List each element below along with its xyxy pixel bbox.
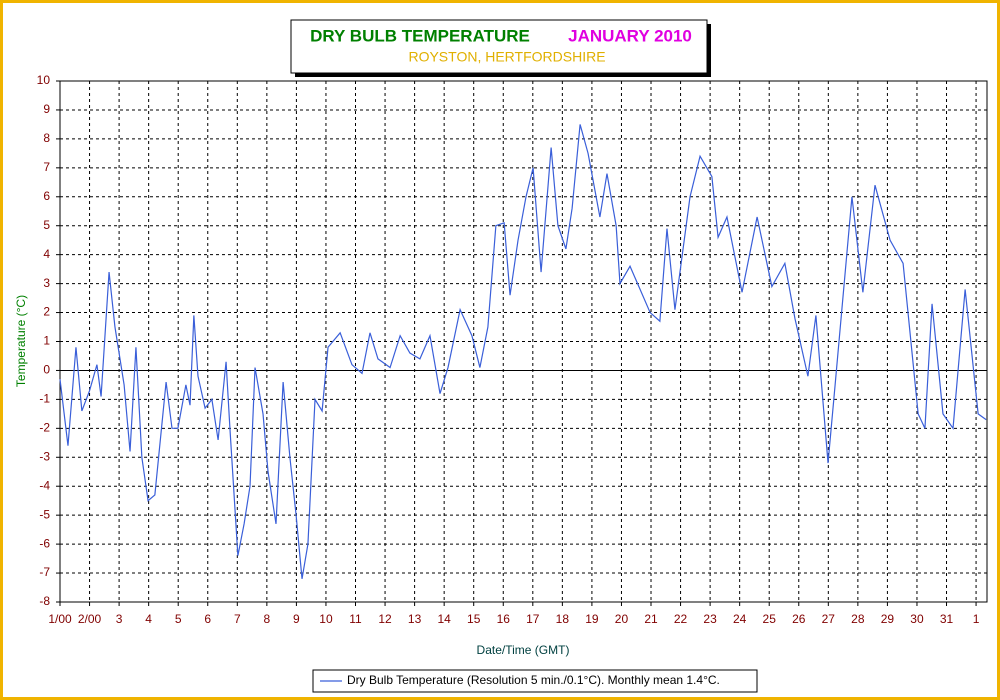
x-tick-label: 27 bbox=[822, 612, 836, 626]
y-axis-title: Temperature (°C) bbox=[14, 295, 28, 387]
x-tick-label: 18 bbox=[556, 612, 570, 626]
x-tick-label: 8 bbox=[264, 612, 271, 626]
x-tick-label: 26 bbox=[792, 612, 806, 626]
y-tick-label: -3 bbox=[39, 449, 50, 463]
x-tick-label: 5 bbox=[175, 612, 182, 626]
x-tick-label: 28 bbox=[851, 612, 865, 626]
chart-subtitle: ROYSTON, HERTFORDSHIRE bbox=[408, 49, 605, 65]
y-tick-label: 9 bbox=[43, 102, 50, 116]
chart-title: DRY BULB TEMPERATURE bbox=[310, 26, 530, 45]
x-tick-label: 19 bbox=[585, 612, 599, 626]
x-tick-label: 10 bbox=[319, 612, 333, 626]
y-tick-label: -8 bbox=[39, 594, 50, 608]
chart-period: JANUARY 2010 bbox=[568, 26, 692, 45]
x-tick-label: 25 bbox=[763, 612, 777, 626]
x-tick-label: 2/00 bbox=[78, 612, 102, 626]
plot-frame bbox=[59, 80, 988, 603]
x-tick-label: 22 bbox=[674, 612, 688, 626]
y-tick-label: -5 bbox=[39, 507, 50, 521]
y-tick-label: 2 bbox=[43, 305, 50, 319]
x-tick-label: 30 bbox=[910, 612, 924, 626]
y-tick-label: 1 bbox=[43, 334, 50, 348]
y-tick-label: 8 bbox=[43, 131, 50, 145]
y-tick-label: -4 bbox=[39, 478, 50, 492]
y-tick-label: 3 bbox=[43, 276, 50, 290]
y-tick-label: 6 bbox=[43, 189, 50, 203]
y-tick-label: -2 bbox=[39, 421, 50, 435]
x-tick-label: 3 bbox=[116, 612, 123, 626]
x-tick-label: 11 bbox=[349, 612, 362, 626]
y-tick-label: 0 bbox=[43, 363, 50, 377]
x-tick-label: 15 bbox=[467, 612, 481, 626]
y-tick-label: 7 bbox=[43, 160, 50, 174]
y-tick-label: -6 bbox=[39, 536, 50, 550]
x-tick-label: 24 bbox=[733, 612, 747, 626]
x-tick-label: 6 bbox=[204, 612, 211, 626]
x-tick-label: 31 bbox=[940, 612, 954, 626]
title-box bbox=[290, 19, 708, 74]
temperature-line bbox=[59, 124, 987, 579]
y-tick-label: -7 bbox=[39, 565, 50, 579]
x-tick-label: 7 bbox=[234, 612, 241, 626]
x-tick-label: 14 bbox=[437, 612, 451, 626]
x-tick-label: 23 bbox=[703, 612, 717, 626]
x-tick-label: 1/00 bbox=[48, 612, 72, 626]
x-tick-label: 29 bbox=[881, 612, 895, 626]
x-tick-label: 1 bbox=[973, 612, 980, 626]
y-tick-label: 5 bbox=[43, 218, 50, 232]
x-tick-label: 21 bbox=[644, 612, 658, 626]
x-tick-label: 13 bbox=[408, 612, 422, 626]
x-tick-label: 4 bbox=[145, 612, 152, 626]
x-tick-label: 20 bbox=[615, 612, 629, 626]
x-axis-title: Date/Time (GMT) bbox=[477, 643, 570, 657]
y-tick-label: -1 bbox=[39, 392, 50, 406]
legend-box bbox=[312, 669, 758, 693]
y-tick-label: 4 bbox=[43, 247, 50, 261]
x-tick-label: 16 bbox=[497, 612, 511, 626]
legend-label: Dry Bulb Temperature (Resolution 5 min./… bbox=[347, 673, 720, 687]
x-tick-label: 17 bbox=[526, 612, 540, 626]
y-tick-label: 10 bbox=[37, 73, 51, 87]
x-tick-label: 9 bbox=[293, 612, 300, 626]
x-tick-label: 12 bbox=[378, 612, 392, 626]
